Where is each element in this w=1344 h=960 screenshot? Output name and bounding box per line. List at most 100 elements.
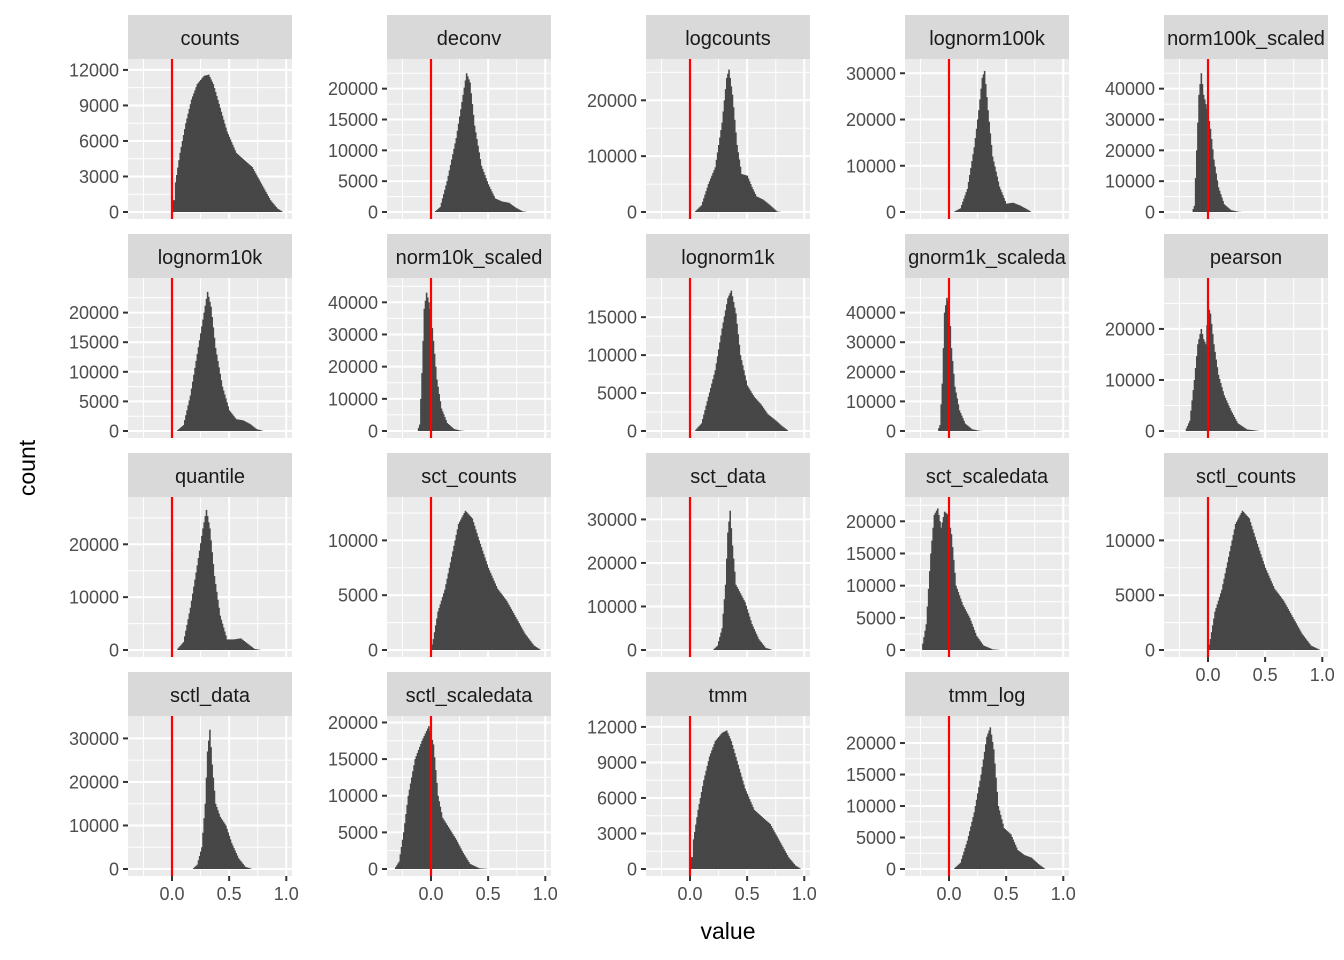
histogram-bar xyxy=(452,428,454,431)
histogram-bar xyxy=(448,828,451,869)
histogram-bar xyxy=(265,191,267,212)
histogram-bar xyxy=(942,517,945,650)
histogram-bar xyxy=(427,297,429,431)
histogram-bar xyxy=(220,380,223,431)
histogram-bars xyxy=(177,291,264,431)
histogram-bar xyxy=(246,422,249,431)
histogram-bar xyxy=(192,96,194,212)
histogram-bar xyxy=(704,775,706,869)
histogram-bar xyxy=(697,208,699,212)
histogram-bar xyxy=(954,211,956,212)
histogram-bar xyxy=(721,732,723,869)
histogram-bar xyxy=(744,375,746,431)
histogram-bar xyxy=(1304,638,1307,650)
histogram-bar xyxy=(971,623,973,650)
histogram-bar xyxy=(200,543,202,650)
histogram-bar xyxy=(692,839,695,869)
histogram-bar xyxy=(251,647,253,650)
histogram-bar xyxy=(494,198,496,212)
x-tick-label: 0.0 xyxy=(159,884,184,904)
histogram-bar xyxy=(417,749,420,869)
y-tick-label: 0 xyxy=(109,860,119,880)
histogram-bar xyxy=(964,848,966,869)
histogram-bar xyxy=(198,340,201,431)
histogram-bar xyxy=(182,642,185,650)
histogram-bar xyxy=(949,325,952,431)
y-tick-label: 15000 xyxy=(328,750,378,770)
histogram-bar xyxy=(481,168,484,212)
histogram-bar xyxy=(437,795,439,869)
histogram-bar xyxy=(476,867,478,869)
histogram-bar xyxy=(955,392,957,431)
histogram-bar xyxy=(1242,427,1245,431)
histogram-bar xyxy=(961,601,963,650)
histogram-bar xyxy=(487,184,490,212)
histogram-bar xyxy=(690,857,693,869)
histogram-bar xyxy=(467,513,469,650)
histogram-bar xyxy=(977,430,979,431)
histogram-bars xyxy=(713,510,773,650)
histogram-bar xyxy=(746,175,749,212)
facet-strip-label: lognorm10k xyxy=(158,247,264,269)
histogram-bar xyxy=(182,425,185,431)
histogram-bar xyxy=(963,851,965,869)
histogram-bar xyxy=(194,90,196,212)
histogram-bar xyxy=(459,430,461,431)
histogram-bar xyxy=(971,429,973,431)
histogram-bar xyxy=(766,202,768,212)
histogram-bar xyxy=(259,181,261,212)
histogram-bar xyxy=(1241,510,1244,650)
histogram-bar xyxy=(281,211,283,212)
y-tick-label: 10000 xyxy=(587,147,637,167)
histogram-bar xyxy=(1221,197,1223,212)
histogram-bar xyxy=(187,405,189,431)
y-tick-label: 30000 xyxy=(69,729,119,749)
histogram-bar xyxy=(760,816,762,869)
histogram-bar xyxy=(946,513,948,650)
y-tick-label: 0 xyxy=(109,641,119,661)
histogram-bar xyxy=(1225,567,1228,650)
histogram-bar xyxy=(1231,540,1233,650)
histogram-bar xyxy=(241,157,243,212)
histogram-bar xyxy=(197,82,200,212)
histogram-bar xyxy=(470,864,472,869)
histogram-bar xyxy=(225,825,227,869)
histogram-bar xyxy=(1233,529,1236,650)
histogram-bar xyxy=(1214,611,1216,650)
histogram-bar xyxy=(1022,207,1025,212)
histogram-bar xyxy=(192,593,194,650)
facet-strip-label: quantile xyxy=(175,466,245,488)
facet-panel-lognorm100k: lognorm100k 0 10000 20000 30000 xyxy=(846,15,1069,223)
histogram-bar xyxy=(528,639,531,650)
histogram-bar xyxy=(724,584,727,650)
histogram-bar xyxy=(1189,420,1191,431)
histogram-bar xyxy=(195,87,197,212)
histogram-bar xyxy=(739,166,742,212)
histogram-bar xyxy=(222,390,225,431)
histogram-bar xyxy=(200,333,202,431)
histogram-bar xyxy=(512,613,515,650)
y-tick-label: 0 xyxy=(886,860,896,880)
histogram-bar xyxy=(707,761,710,869)
histogram-bar xyxy=(462,515,464,650)
y-tick-label: 30000 xyxy=(1105,110,1155,130)
histogram-bar xyxy=(206,516,209,650)
histogram-bar xyxy=(471,104,474,212)
histogram-bar xyxy=(188,108,191,212)
histogram-bar xyxy=(740,595,743,650)
histogram-bar xyxy=(696,428,698,431)
histogram-bar xyxy=(471,518,474,650)
histogram-bar xyxy=(270,201,273,212)
histogram-bar xyxy=(979,780,981,869)
histogram-bar xyxy=(754,193,757,212)
histogram-bar xyxy=(1230,545,1232,650)
y-tick-label: 9000 xyxy=(597,753,637,773)
histogram-bar xyxy=(941,383,944,431)
histogram-bar xyxy=(244,641,247,650)
histogram-bar xyxy=(985,646,987,650)
histogram-bar xyxy=(221,623,224,650)
histogram-bar xyxy=(799,868,801,869)
histogram-bar xyxy=(227,832,229,869)
histogram-bar xyxy=(710,387,712,431)
histogram-bar xyxy=(507,202,509,212)
